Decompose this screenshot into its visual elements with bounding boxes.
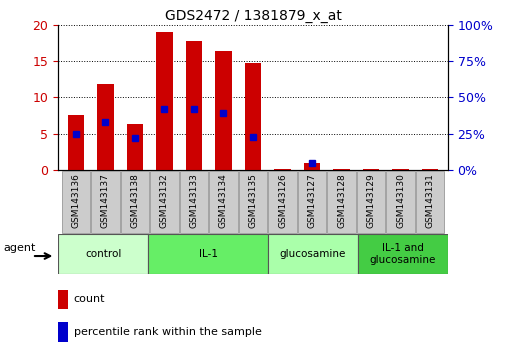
Text: GSM143137: GSM143137 [100,173,110,228]
Text: GSM143135: GSM143135 [248,173,257,228]
FancyBboxPatch shape [150,171,178,233]
Bar [58,234,148,274]
Text: GSM143134: GSM143134 [219,173,228,228]
Text: GSM143126: GSM143126 [277,173,286,228]
Bar [244,63,261,170]
Bar [58,290,68,309]
Text: IL-1: IL-1 [198,249,217,259]
FancyBboxPatch shape [297,171,326,233]
FancyBboxPatch shape [386,171,414,233]
FancyBboxPatch shape [121,171,149,233]
Bar [362,169,378,170]
FancyBboxPatch shape [268,171,296,233]
Text: agent: agent [3,243,35,253]
Bar [421,169,437,170]
Bar [68,115,84,170]
FancyBboxPatch shape [327,171,355,233]
Text: GSM143128: GSM143128 [336,173,345,228]
Text: percentile rank within the sample: percentile rank within the sample [74,327,261,337]
Bar [215,51,231,170]
Bar [185,41,201,170]
FancyBboxPatch shape [209,171,237,233]
Bar [156,32,172,170]
Bar [268,234,357,274]
Text: count: count [74,295,105,304]
Text: GSM143136: GSM143136 [71,173,80,228]
Bar [148,234,268,274]
FancyBboxPatch shape [356,171,384,233]
Text: GSM143131: GSM143131 [425,173,434,228]
Bar [274,169,290,170]
Text: control: control [85,249,121,259]
Bar [127,124,143,170]
Text: GSM143130: GSM143130 [395,173,405,228]
FancyBboxPatch shape [415,171,443,233]
Bar [392,169,408,170]
FancyBboxPatch shape [238,171,267,233]
Text: GSM143138: GSM143138 [130,173,139,228]
Text: GSM143132: GSM143132 [160,173,169,228]
FancyBboxPatch shape [179,171,208,233]
Bar [304,164,320,170]
FancyBboxPatch shape [62,171,90,233]
FancyBboxPatch shape [91,171,119,233]
Text: GSM143129: GSM143129 [366,173,375,228]
Text: GSM143133: GSM143133 [189,173,198,228]
Bar [357,234,447,274]
Text: GSM143127: GSM143127 [307,173,316,228]
Text: glucosamine: glucosamine [279,249,345,259]
Bar [58,322,68,342]
Text: IL-1 and
glucosamine: IL-1 and glucosamine [369,243,435,265]
Bar [97,84,113,170]
Text: GDS2472 / 1381879_x_at: GDS2472 / 1381879_x_at [164,9,341,23]
Bar [333,169,349,170]
